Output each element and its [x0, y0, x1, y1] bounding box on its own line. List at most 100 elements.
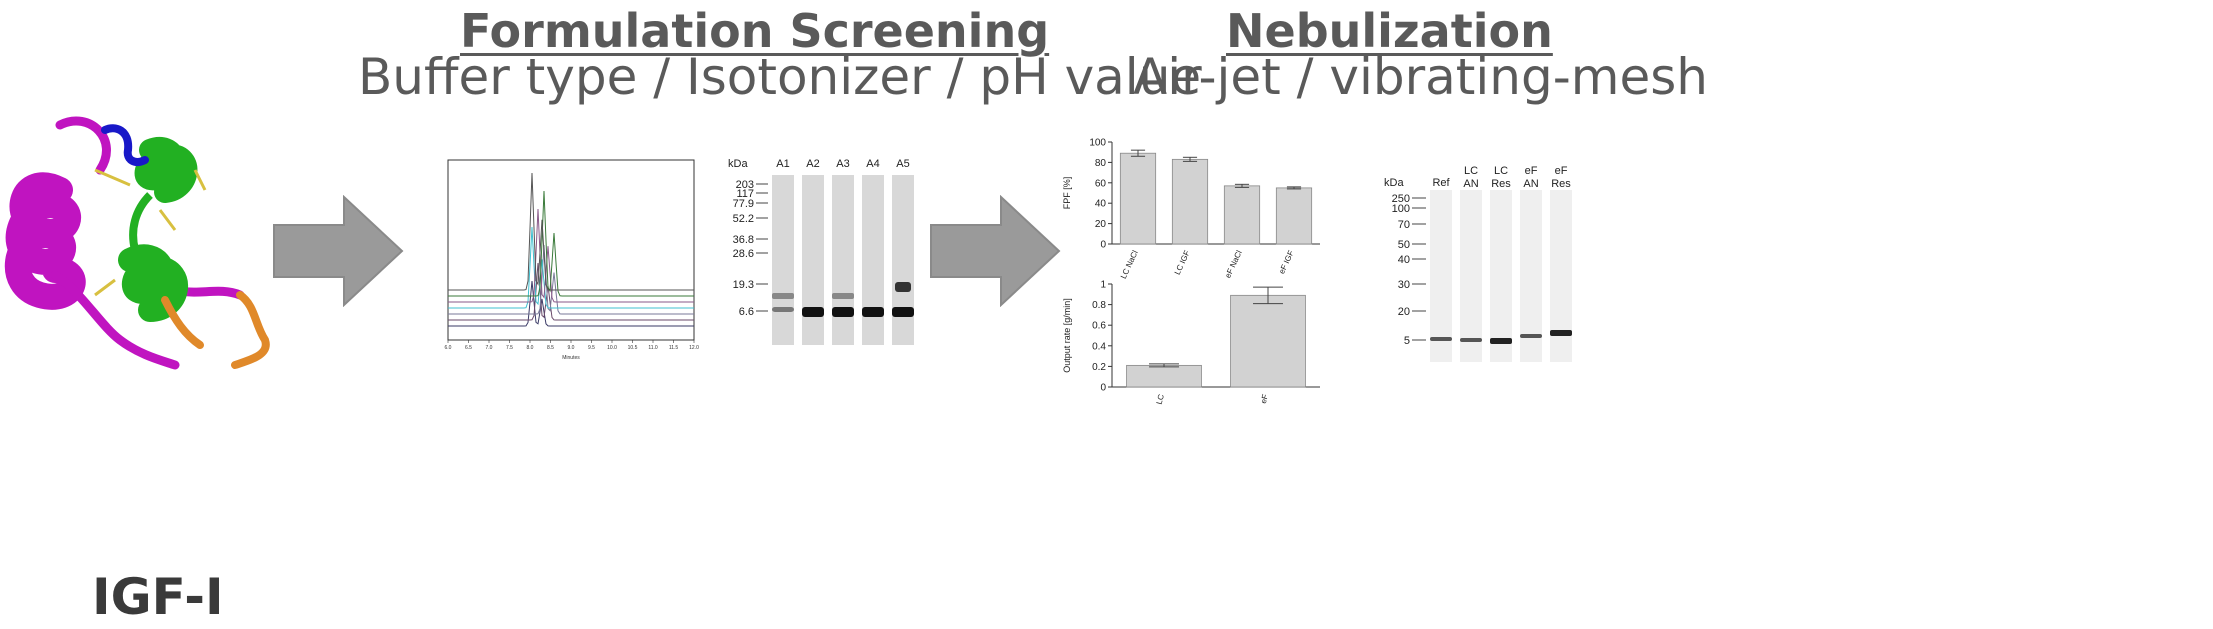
gel1-band [895, 282, 911, 292]
gel1-lane-label: A3 [836, 158, 849, 170]
gel1-marker-label: 52.2 [733, 213, 754, 225]
gel1-lane-label: A2 [806, 158, 819, 170]
chromatogram-trace [448, 226, 694, 309]
gel2-band [1490, 338, 1512, 344]
blue-loop [101, 124, 149, 166]
gel2-band [1460, 338, 1482, 342]
chart-y-tick-label: 0.4 [1092, 341, 1106, 352]
chromatogram-tick-label: 10.5 [628, 345, 638, 351]
green-helix [134, 137, 198, 203]
gel2-marker-label: 50 [1398, 239, 1410, 251]
chromatogram-traces [448, 172, 694, 327]
gel1-band [862, 307, 884, 317]
chart-category-label: LC IGF [1173, 249, 1192, 276]
chart-category-label: eF NaCl [1223, 249, 1244, 280]
chromatogram-trace [448, 190, 694, 297]
chart-bar [1230, 294, 1306, 388]
gel1-lane-label: A4 [866, 158, 879, 170]
chart-y-tick-label: 0 [1100, 383, 1106, 394]
chromatogram-tick-label: 7.5 [506, 345, 513, 351]
chart-y-tick-label: 40 [1095, 199, 1107, 210]
chart-y-axis-label: Output rate [g/min] [1062, 298, 1072, 373]
formulation-subtitle: Buffer type / Isotonizer / pH value [358, 48, 1202, 106]
gel2-marker-label: 40 [1398, 254, 1410, 266]
arrow-right-icon [273, 195, 404, 307]
chromatogram-trace [448, 172, 694, 291]
chromatogram-tick-label: 11.0 [648, 345, 658, 351]
chart-y-tick-label: 0.2 [1092, 362, 1106, 373]
chromatogram-tick-label: 9.0 [568, 345, 575, 351]
gel2-band [1550, 330, 1572, 336]
gel1-marker-label: 19.3 [733, 279, 754, 291]
gel2-marker-label: 70 [1398, 219, 1410, 231]
gel2-lane [1490, 190, 1512, 362]
gel1-band [892, 307, 914, 317]
fpf-bar-chart: 0 20 40 60 80 100 FPF [%] LC NaCl LC IGF eF NaCl e… [1062, 138, 1320, 280]
gel2-lane [1460, 190, 1482, 362]
gel1-band [772, 307, 794, 312]
output-rate-bar-chart: 0 0.2 0.4 0.6 0.8 1 Output rate [g/min] LC eF [1062, 280, 1320, 405]
chart-bar [1171, 158, 1209, 245]
gel1-lane [772, 175, 794, 345]
chromatogram-tick-label: 8.0 [527, 345, 534, 351]
gel2-lane-label: LC [1494, 165, 1508, 177]
gel1-band [832, 307, 854, 317]
gel1-band [772, 293, 794, 299]
gel2-lane-label: Res [1551, 178, 1571, 190]
igf1-structure-image [4, 116, 270, 370]
gel2-lane-label: eF [1525, 165, 1538, 177]
gel1-marker-label: 36.8 [733, 234, 754, 246]
chart-y-tick-label: 0.6 [1092, 321, 1106, 332]
gel2-lane-label: LC [1464, 165, 1478, 177]
chromatogram-tick-label: 11.5 [669, 345, 679, 351]
gel2-marker-label: 20 [1398, 306, 1410, 318]
chromatogram-trace [448, 262, 694, 321]
gel1-marker-label: 203 [736, 179, 754, 191]
gel2-marker-label: 5 [1404, 335, 1410, 347]
gel1-lane [892, 175, 914, 345]
chart-bar [1126, 364, 1202, 388]
gel1-marker-label: 77.9 [733, 198, 754, 210]
chromatogram-tick-label: 6.0 [445, 345, 452, 351]
chromatogram: 6.0 6.5 7.0 7.5 8.0 8.5 9.0 9.5 10.0 10.5 11.0 11.5… [445, 159, 699, 361]
gel2-lane [1520, 190, 1542, 362]
chart-bar [1223, 185, 1261, 245]
magenta-helix [4, 172, 86, 310]
chromatogram-tick-label: 6.5 [465, 345, 472, 351]
chart-y-tick-label: 60 [1095, 178, 1107, 189]
disulfide-bonds [94, 168, 207, 297]
gel2-lane-label: AN [1463, 178, 1478, 190]
gel2-lane-label: Res [1491, 178, 1511, 190]
orange-loop [231, 291, 270, 369]
gel1-marker-label: 28.6 [733, 248, 754, 260]
nebulization-title: Nebulization [1226, 4, 1553, 58]
gel1-unit-label: kDa [728, 158, 748, 170]
gel2-lane-label: AN [1523, 178, 1538, 190]
gel1-lane-label: A5 [896, 158, 909, 170]
chromatogram-trace [448, 280, 694, 327]
chart-category-label: eF [1259, 393, 1270, 404]
chart-y-tick-label: 100 [1089, 138, 1106, 149]
chart-bar [1275, 187, 1313, 245]
gel1-lane-label: A1 [776, 158, 789, 170]
gel2-band [1430, 337, 1452, 341]
gel1-lane [802, 175, 824, 345]
chart-category-label: LC [1155, 393, 1166, 405]
chromatogram-tick-label: 9.5 [588, 345, 595, 351]
chart-category-label: LC NaCl [1119, 249, 1140, 280]
gel1-lane [862, 175, 884, 345]
gel1-lane [832, 175, 854, 345]
chromatogram-tick-label: 12.0 [689, 345, 699, 351]
chromatogram-x-label: Minutes [562, 355, 580, 361]
gel2-lane [1430, 190, 1452, 362]
chromatogram-x-ticks: 6.0 6.5 7.0 7.5 8.0 8.5 9.0 9.5 10.0 10.5 11.0 11.5… [445, 340, 699, 351]
molecule-label: IGF-I [92, 568, 224, 626]
chromatogram-trace [448, 244, 694, 315]
chromatogram-trace [448, 208, 694, 303]
gel2-unit-label: kDa [1384, 177, 1404, 189]
gel1-marker-label: 117 [736, 188, 754, 200]
gel2-marker-label: 30 [1398, 279, 1410, 291]
chart-bar [1119, 152, 1157, 245]
